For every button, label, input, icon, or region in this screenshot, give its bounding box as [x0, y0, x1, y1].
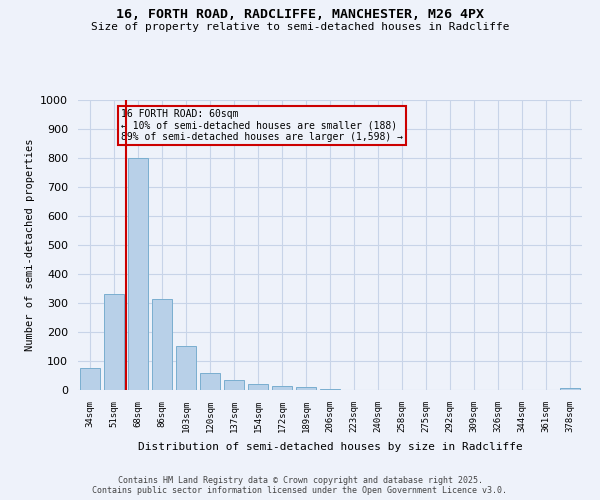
- Bar: [560, 388, 580, 390]
- Bar: [200, 374, 220, 390]
- Bar: [248, 384, 268, 390]
- Text: 16 FORTH ROAD: 60sqm
← 10% of semi-detached houses are smaller (188)
89% of semi: 16 FORTH ROAD: 60sqm ← 10% of semi-detac…: [121, 108, 403, 142]
- Text: Size of property relative to semi-detached houses in Radcliffe: Size of property relative to semi-detach…: [91, 22, 509, 32]
- Bar: [176, 346, 196, 390]
- Bar: [152, 298, 172, 390]
- Bar: [296, 387, 316, 390]
- Bar: [320, 388, 340, 390]
- Bar: [80, 368, 100, 390]
- Text: Distribution of semi-detached houses by size in Radcliffe: Distribution of semi-detached houses by …: [137, 442, 523, 452]
- Bar: [224, 380, 244, 390]
- Bar: [128, 158, 148, 390]
- Y-axis label: Number of semi-detached properties: Number of semi-detached properties: [25, 138, 35, 352]
- Text: 16, FORTH ROAD, RADCLIFFE, MANCHESTER, M26 4PX: 16, FORTH ROAD, RADCLIFFE, MANCHESTER, M…: [116, 8, 484, 20]
- Bar: [272, 386, 292, 390]
- Text: Contains HM Land Registry data © Crown copyright and database right 2025.
Contai: Contains HM Land Registry data © Crown c…: [92, 476, 508, 495]
- Bar: [104, 294, 124, 390]
